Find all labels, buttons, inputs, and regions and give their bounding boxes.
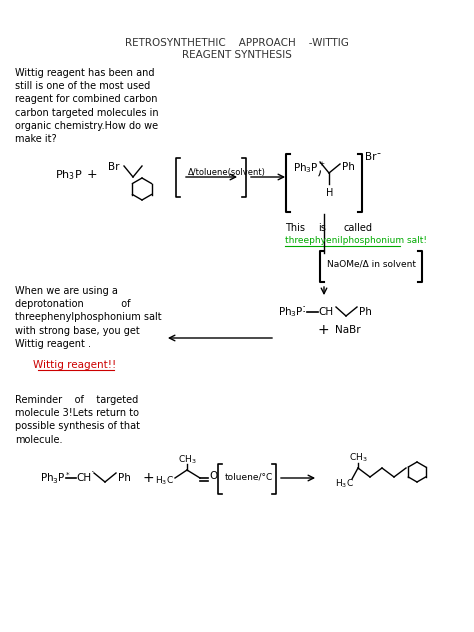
Text: Ph: Ph	[342, 162, 355, 172]
Text: H$_3$C: H$_3$C	[155, 475, 174, 487]
Text: When we are using a
deprotonation            of
threephenylphosphonium salt
with: When we are using a deprotonation of thr…	[15, 286, 162, 349]
Text: +: +	[87, 169, 98, 181]
Text: threephyenilphosphonium salt!: threephyenilphosphonium salt!	[285, 236, 427, 245]
Text: Ph$_3$P$^*$: Ph$_3$P$^*$	[40, 470, 71, 486]
Text: CH$_3$: CH$_3$	[349, 452, 367, 465]
Text: Ph: Ph	[359, 307, 372, 317]
Text: called: called	[344, 223, 373, 233]
Text: Ph: Ph	[118, 473, 131, 483]
Text: H$_3$C: H$_3$C	[335, 478, 354, 490]
Text: ·: ·	[91, 467, 95, 477]
Text: Δ/toluene(solvent): Δ/toluene(solvent)	[188, 167, 266, 176]
Text: NaBr: NaBr	[335, 325, 361, 335]
Text: H: H	[326, 188, 333, 198]
Text: Ph$_3$P: Ph$_3$P	[55, 168, 82, 182]
Text: Wittig reagent has been and
still is one of the most used
reagent for combined c: Wittig reagent has been and still is one…	[15, 68, 159, 144]
Text: +: +	[143, 471, 155, 485]
Text: Ph$_3$P$^+$: Ph$_3$P$^+$	[293, 161, 326, 176]
Text: Br: Br	[108, 162, 119, 172]
Text: RETROSYNTHETHIC    APPROACH    -WITTIG: RETROSYNTHETHIC APPROACH -WITTIG	[125, 38, 349, 48]
Text: -: -	[376, 148, 380, 158]
Text: NaOMe/Δ in solvent: NaOMe/Δ in solvent	[327, 260, 416, 269]
Text: CH$_3$: CH$_3$	[178, 454, 196, 466]
Text: This: This	[285, 223, 305, 233]
Text: +: +	[318, 323, 329, 337]
Text: is: is	[318, 223, 326, 233]
Text: Wittig reagent!!: Wittig reagent!!	[33, 360, 117, 370]
Text: CH: CH	[76, 473, 91, 483]
Text: REAGENT SYNTHESIS: REAGENT SYNTHESIS	[182, 50, 292, 60]
Text: Reminder    of    targeted
molecule 3!Lets return to
possible synthesis of that
: Reminder of targeted molecule 3!Lets ret…	[15, 395, 140, 444]
Text: toluene/°C: toluene/°C	[225, 473, 273, 482]
Text: :: :	[302, 303, 306, 315]
Text: O: O	[209, 471, 217, 481]
Text: Ph$_3$P: Ph$_3$P	[278, 305, 304, 319]
Text: Br: Br	[365, 152, 376, 162]
Text: CH: CH	[318, 307, 333, 317]
